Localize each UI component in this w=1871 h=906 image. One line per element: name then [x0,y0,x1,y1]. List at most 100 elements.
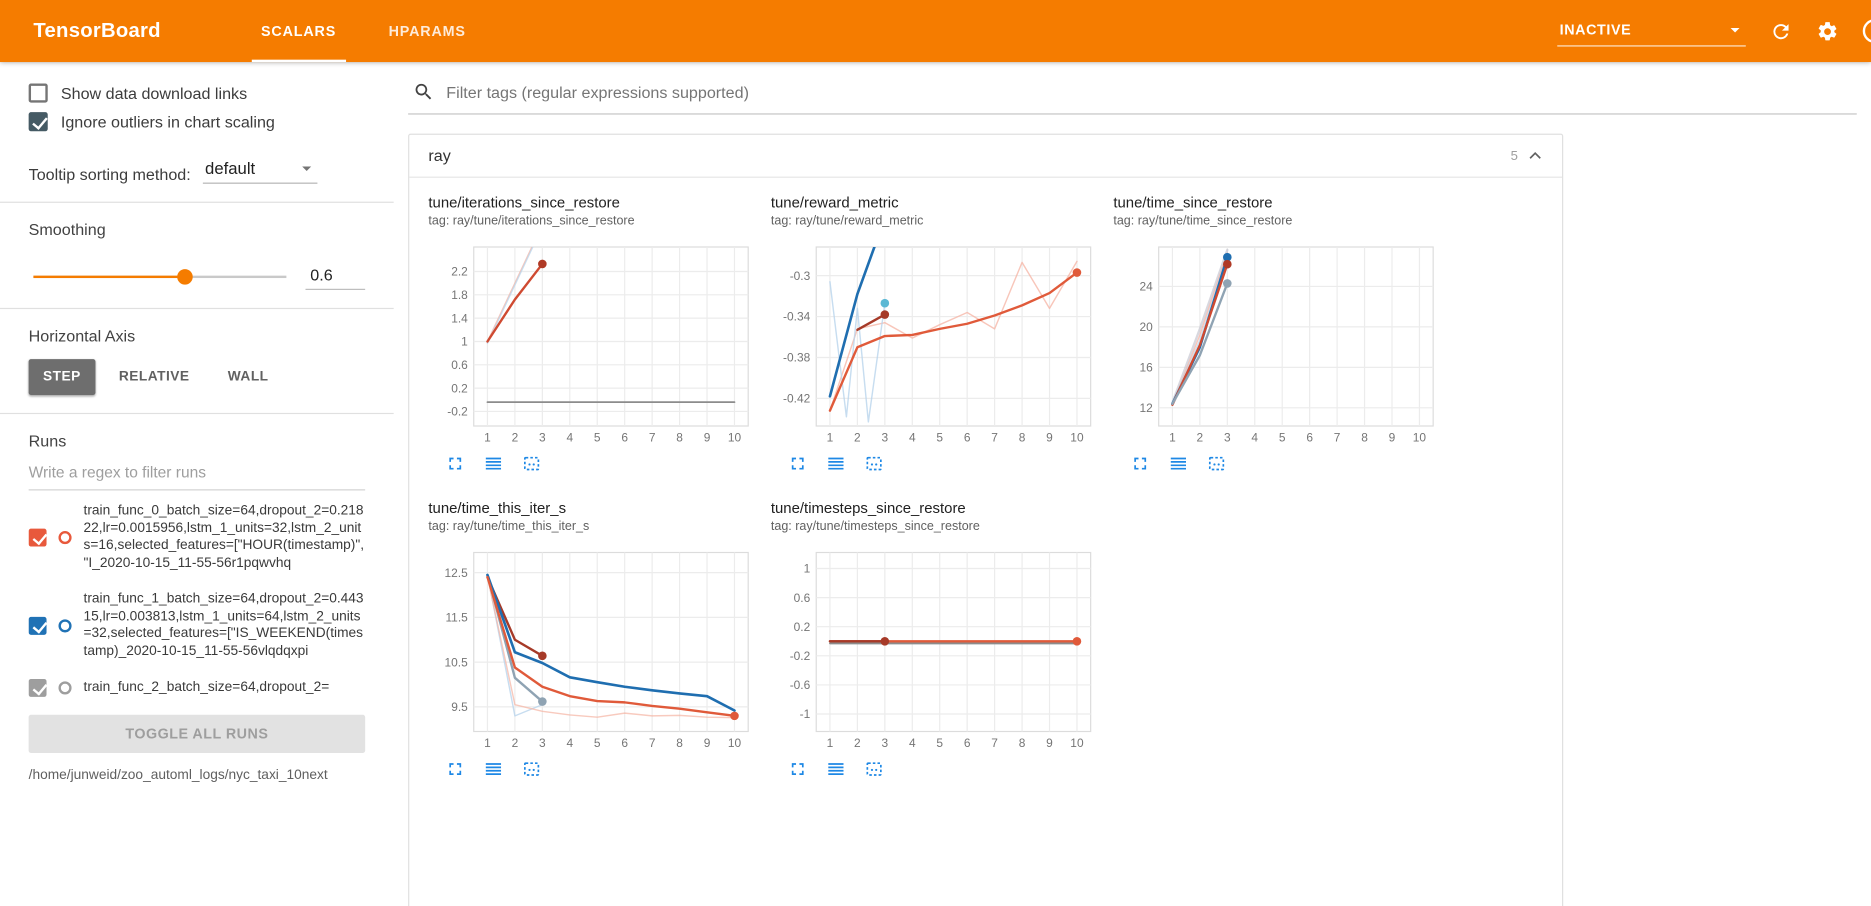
svg-text:1: 1 [461,335,468,349]
chart-tag: tag: ray/tune/time_this_iter_s [428,519,590,534]
line-chart[interactable]: 1 2 3 4 5 6 7 8 9 10 -0.2 0.2 0.6 1 1.4 1.8 2.2 [428,237,759,449]
run-checkbox[interactable] [28,528,47,546]
svg-text:12: 12 [1139,401,1153,415]
header-actions: INACTIVE [1557,0,1871,62]
svg-text:6: 6 [621,736,628,750]
svg-text:1: 1 [484,736,491,750]
svg-text:2: 2 [512,431,519,445]
app-header: TensorBoard SCALARS HPARAMS INACTIVE [0,0,1871,63]
ignore-outliers-checkbox[interactable]: Ignore outliers in chart scaling [28,107,366,136]
svg-text:-1: -1 [800,707,811,721]
svg-text:8: 8 [676,736,683,750]
svg-text:7: 7 [991,431,998,445]
axis-relative-button[interactable]: RELATIVE [105,359,204,395]
main-panel: ray 5 tune/iterations_since_restoretag: … [394,62,1871,906]
expand-chart-icon[interactable] [1130,453,1150,473]
app-title: TensorBoard [33,19,161,42]
filter-tags-input[interactable] [443,81,1855,103]
svg-text:-0.6: -0.6 [790,678,811,692]
svg-text:8: 8 [1361,431,1368,445]
svg-text:24: 24 [1139,280,1153,294]
svg-text:1: 1 [804,562,811,576]
svg-text:20: 20 [1139,320,1153,334]
tag-group-count: 5 [1510,148,1518,163]
checkbox-label: Ignore outliers in chart scaling [60,112,275,131]
run-list-item[interactable]: train_func_1_batch_size=64,dropout_2=0.4… [28,581,366,669]
view-runs-icon[interactable] [483,759,503,779]
svg-text:2: 2 [854,736,861,750]
svg-text:4: 4 [566,431,573,445]
axis-wall-button[interactable]: WALL [213,359,282,395]
smoothing-value[interactable]: 0.6 [305,263,366,290]
filter-tags-bar [408,79,1857,115]
svg-text:5: 5 [936,431,943,445]
run-name: train_func_1_batch_size=64,dropout_2=0.4… [83,591,364,659]
run-checkbox[interactable] [28,678,47,697]
view-runs-icon[interactable] [483,453,503,473]
tab-hparams[interactable]: HPARAMS [388,22,466,40]
svg-text:1.8: 1.8 [451,288,468,302]
collapse-chevron-icon[interactable] [1525,146,1545,166]
slider-thumb[interactable] [177,268,193,285]
svg-text:3: 3 [882,736,889,750]
run-list: train_func_0_batch_size=64,dropout_2=0.2… [28,493,366,715]
svg-text:4: 4 [566,736,573,750]
scalar-chart-card: tune/reward_metric tag: ray/tune/reward_m… [771,195,1102,474]
checkbox-icon[interactable] [28,83,48,103]
svg-text:10: 10 [1413,431,1427,445]
run-color-circle[interactable] [58,681,72,695]
svg-text:4: 4 [909,431,916,445]
svg-text:6: 6 [964,736,971,750]
svg-text:0.6: 0.6 [451,358,468,372]
expand-chart-icon[interactable] [788,453,808,473]
runs-filter-input[interactable] [28,454,366,491]
horizontal-axis-buttons: STEP RELATIVE WALL [28,359,366,395]
pin-selection-icon[interactable] [864,453,884,473]
view-runs-icon[interactable] [1168,453,1188,473]
tooltip-sorting-label: Tooltip sorting method: [28,165,191,184]
view-runs-icon[interactable] [826,453,846,473]
run-color-circle[interactable] [58,618,72,632]
scalar-chart-card: tune/iterations_since_restore tag: ray/tu… [428,195,759,474]
divider [0,307,394,310]
tooltip-sorting-select[interactable]: default [202,155,318,184]
checkbox-checked-icon[interactable] [28,112,48,132]
view-runs-icon[interactable] [826,759,846,779]
line-chart[interactable]: 1 2 3 4 5 6 7 8 9 10 -1 -0.6 -0.2 0.2 0.6 1 [771,543,1102,755]
line-chart[interactable]: 1 2 3 4 5 6 7 8 9 10 -0.42 -0.38 -0.34 -0.3 [771,237,1102,449]
chart-toolbar [1113,453,1444,473]
expand-chart-icon[interactable] [445,453,465,473]
tab-scalars[interactable]: SCALARS [235,0,363,63]
svg-text:9.5: 9.5 [451,700,468,714]
svg-text:-0.2: -0.2 [790,649,811,663]
svg-text:12.5: 12.5 [445,566,469,580]
data-status-dropdown[interactable]: INACTIVE [1557,16,1746,47]
axis-step-button[interactable]: STEP [28,359,96,395]
pin-selection-icon[interactable] [1206,453,1226,473]
smoothing-slider[interactable] [33,268,287,285]
help-icon[interactable] [1862,19,1871,43]
expand-chart-icon[interactable] [788,759,808,779]
svg-text:6: 6 [621,431,628,445]
caret-down-icon [1730,28,1740,33]
svg-text:5: 5 [594,736,601,750]
pin-selection-icon[interactable] [521,453,541,473]
pin-selection-icon[interactable] [864,759,884,779]
line-chart[interactable]: 1 2 3 4 5 6 7 8 9 10 9.5 10.5 11.5 12.5 [428,543,759,755]
run-list-item[interactable]: train_func_0_batch_size=64,dropout_2=0.2… [28,493,366,581]
pin-selection-icon[interactable] [521,759,541,779]
tag-group-header[interactable]: ray 5 [409,135,1563,178]
gear-icon[interactable] [1816,20,1839,43]
run-checkbox[interactable] [28,616,47,635]
svg-text:-0.2: -0.2 [447,405,468,419]
settings-sidebar: Show data download links Ignore outliers… [0,62,394,906]
refresh-icon[interactable] [1770,20,1793,43]
expand-chart-icon[interactable] [445,759,465,779]
toggle-all-runs-button[interactable]: TOGGLE ALL RUNS [28,714,366,753]
run-list-item[interactable]: train_func_2_batch_size=64,dropout_2= [28,669,366,706]
svg-text:-0.34: -0.34 [783,310,811,324]
show-download-links-checkbox[interactable]: Show data download links [28,79,366,108]
run-color-circle[interactable] [58,530,72,544]
